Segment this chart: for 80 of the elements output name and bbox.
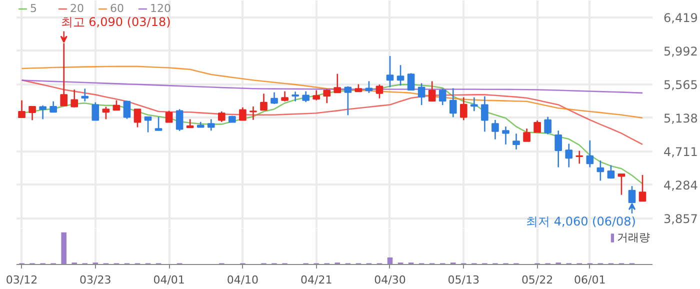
candlestick (281, 90, 288, 102)
y-tick-label: 3,857 (664, 212, 698, 226)
x-tick-label: 04/30 (374, 274, 406, 286)
candlestick (428, 80, 436, 102)
candlestick (460, 96, 468, 121)
candlestick (123, 100, 131, 120)
candlestick (39, 104, 46, 120)
candlestick (260, 93, 268, 111)
candlestick (365, 80, 373, 94)
candlestick (512, 132, 520, 150)
candlestick (70, 88, 78, 108)
candlestick (239, 106, 246, 121)
candlestick (344, 86, 352, 116)
x-tick-label: 03/23 (80, 274, 112, 286)
x-tick-label: 05/22 (521, 274, 554, 286)
annotation: 최저 4,060 (06/08) (526, 214, 636, 229)
candlestick (638, 174, 646, 202)
line-series (21, 80, 644, 146)
candlestick (302, 90, 310, 103)
candlestick (154, 116, 162, 131)
legend-label: 20 (70, 2, 85, 15)
candlestick (576, 150, 584, 164)
legend-label: 거래량 (617, 230, 650, 245)
candlestick (607, 164, 615, 180)
candlestick (534, 120, 541, 133)
candlestick (396, 64, 404, 86)
candlestick (523, 128, 530, 142)
candlestick (376, 84, 384, 100)
candlestick (418, 82, 426, 106)
candlestick (596, 160, 604, 182)
candlestick (323, 88, 331, 104)
candlestick (492, 119, 499, 140)
x-tick-label: 04/01 (153, 274, 185, 286)
candlestick (502, 126, 510, 146)
candlestick (586, 140, 594, 168)
y-tick-label: 5,565 (664, 78, 698, 92)
candlestick (144, 116, 152, 133)
candlestick (312, 90, 320, 101)
candlestick (270, 92, 278, 105)
x-tick-label: 03/12 (6, 274, 38, 286)
legend-label: 5 (30, 2, 38, 15)
y-tick-label: 4,284 (664, 178, 698, 192)
candlestick (292, 90, 299, 102)
candlestick (565, 143, 573, 168)
candlestick (207, 118, 215, 132)
candlestick (102, 106, 110, 120)
y-tick-label: 4,711 (664, 144, 698, 159)
candlestick (386, 55, 394, 88)
candlestick (165, 110, 173, 123)
candlestick (250, 106, 257, 121)
candlestick (218, 110, 226, 123)
candlestick (50, 100, 57, 113)
candlestick (334, 73, 342, 94)
annotation: 최고 6,090 (03/18) (60, 15, 171, 30)
candlestick (18, 100, 26, 118)
y-tick-label: 5,992 (664, 44, 698, 58)
candlestick (554, 130, 562, 168)
x-tick-label: 04/21 (300, 274, 332, 286)
y-tick-label: 6,419 (664, 10, 698, 25)
candlestick (407, 72, 415, 91)
line-series (21, 66, 644, 118)
candlestick (28, 106, 36, 121)
candlestick (618, 173, 626, 196)
x-tick-label: 06/01 (574, 274, 606, 286)
x-tick-label: 04/10 (226, 274, 259, 286)
candlestick (470, 96, 478, 112)
candlestick (449, 88, 457, 118)
candlestick (176, 108, 184, 132)
candlestick (81, 88, 89, 102)
legend-label: 120 (150, 2, 171, 15)
bar (61, 232, 66, 264)
candlestick (481, 96, 488, 132)
candlestick (438, 88, 446, 106)
candlestick (544, 116, 552, 135)
candlestick (92, 102, 100, 121)
legend-label: 60 (110, 2, 125, 15)
candlestick (112, 100, 120, 111)
candlestick (134, 108, 142, 128)
x-tick-label: 05/13 (448, 274, 480, 286)
y-tick-label: 5,138 (664, 111, 698, 126)
